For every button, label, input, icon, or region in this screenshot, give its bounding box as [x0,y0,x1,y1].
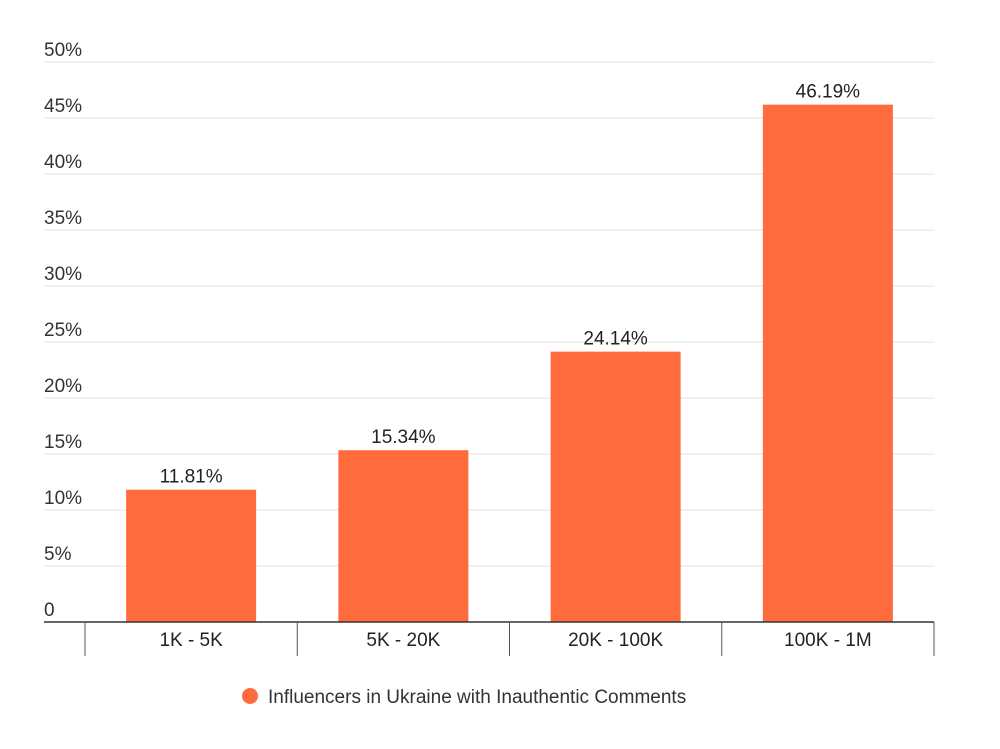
bar [126,489,257,622]
legend-label: Influencers in Ukraine with Inauthentic … [268,687,686,708]
y-axis-ticks: 0 5% 10% 15% 20% 25% 30% 35% 40% 45% 50% [44,40,82,621]
y-tick-label: 0 [44,600,55,621]
bar-value-label: 24.14% [583,329,648,350]
x-tick-label: 100K - 1M [784,630,872,651]
y-tick-label: 10% [44,488,82,509]
bar [550,351,681,622]
y-tick-label: 30% [44,264,82,285]
bar [762,104,893,622]
y-tick-label: 40% [44,152,82,173]
bar-value-label: 11.81% [160,467,223,488]
y-tick-label: 35% [44,208,82,229]
x-tick-label: 5K - 20K [366,630,440,651]
x-axis: 1K - 5K 5K - 20K 20K - 100K 100K - 1M [44,621,935,656]
legend: Influencers in Ukraine with Inauthentic … [242,687,686,708]
y-tick-label: 50% [44,40,82,61]
bar [338,450,469,622]
legend-swatch [242,688,258,704]
x-tick-label: 1K - 5K [159,630,223,651]
bar-value-label: 15.34% [371,427,436,448]
x-tick-label: 20K - 100K [568,630,663,651]
y-tick-label: 20% [44,376,82,397]
bar-value-label: 46.19% [796,82,861,103]
y-tick-label: 25% [44,320,82,341]
y-tick-label: 5% [44,544,72,565]
y-tick-label: 45% [44,96,82,117]
bars [126,104,893,622]
y-tick-label: 15% [44,432,82,453]
bar-value-labels: 11.81% 15.34% 24.14% 46.19% [160,82,861,488]
